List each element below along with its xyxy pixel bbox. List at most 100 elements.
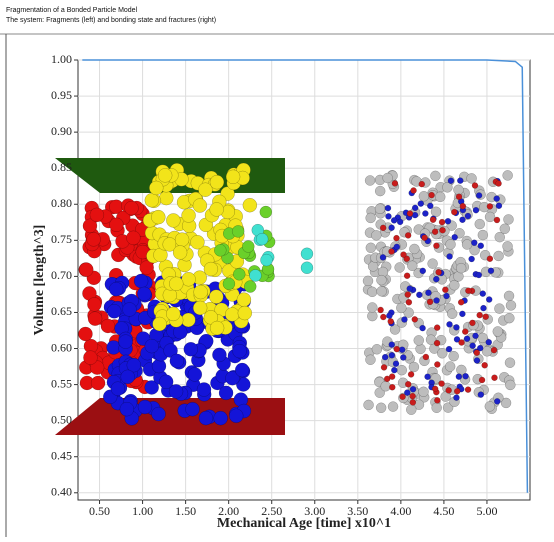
particle: [389, 342, 395, 348]
particle: [380, 314, 386, 320]
particle: [449, 351, 459, 361]
particle: [470, 343, 476, 349]
particle: [494, 398, 500, 404]
particle: [212, 348, 226, 362]
particle: [436, 269, 442, 275]
particle: [465, 387, 471, 393]
particle: [122, 302, 136, 316]
particle: [83, 351, 97, 365]
particle: [480, 291, 486, 297]
particle: [256, 233, 268, 245]
particle: [371, 230, 381, 240]
particle: [494, 196, 500, 202]
y-tick-label: 0.65: [51, 304, 72, 318]
particle: [491, 347, 497, 353]
particle: [440, 227, 446, 233]
particle: [391, 217, 397, 223]
particle: [422, 235, 428, 241]
particle: [235, 363, 249, 377]
particle: [472, 183, 478, 189]
particle: [107, 304, 121, 318]
particle: [394, 346, 400, 352]
chart-title: Fragmentation of a Bonded Particle Model: [6, 7, 138, 14]
particle: [405, 232, 411, 238]
particle: [504, 291, 514, 301]
x-axis-label: Mechanical Age [time] x10^1: [217, 516, 391, 531]
particle: [453, 395, 459, 401]
particle: [467, 173, 477, 183]
particle: [159, 191, 173, 205]
particle: [249, 270, 261, 282]
particle: [260, 254, 272, 266]
particle: [229, 409, 243, 423]
particle: [445, 218, 451, 224]
particle: [383, 173, 393, 183]
y-tick-label: 0.90: [51, 124, 72, 138]
particle: [431, 207, 441, 217]
particle: [447, 254, 453, 260]
particle: [418, 201, 424, 207]
particle: [419, 387, 429, 397]
particle: [465, 213, 471, 219]
particle: [456, 374, 462, 380]
particle: [397, 365, 407, 375]
window: Fragmentation of a Bonded Particle Model…: [0, 0, 554, 537]
particle: [169, 277, 183, 291]
particle: [474, 357, 480, 363]
particle: [124, 201, 138, 215]
particle: [385, 205, 391, 211]
particle: [223, 278, 235, 290]
particle: [394, 235, 400, 241]
particle: [460, 203, 466, 209]
particle: [404, 390, 410, 396]
particle: [480, 305, 486, 311]
particle: [434, 325, 440, 331]
particle: [301, 248, 313, 260]
particle: [404, 273, 410, 279]
particle: [414, 335, 424, 345]
particle: [260, 206, 272, 218]
particle: [439, 381, 445, 387]
particle: [242, 240, 254, 252]
x-tick-label: 2.00: [218, 504, 239, 518]
particle: [233, 268, 245, 280]
particle: [210, 321, 224, 335]
particle: [395, 262, 405, 272]
particle: [407, 210, 413, 216]
particle: [447, 309, 457, 319]
particle: [91, 376, 105, 390]
particle: [428, 259, 438, 269]
particle: [476, 272, 482, 278]
y-tick-label: 0.75: [51, 232, 72, 246]
particle: [185, 402, 199, 416]
particle: [444, 293, 450, 299]
particle: [504, 313, 514, 323]
x-tick-label: 2.50: [261, 504, 282, 518]
particle: [382, 354, 388, 360]
particle: [87, 232, 101, 246]
particle: [388, 402, 398, 412]
particle: [393, 361, 399, 367]
particle: [367, 302, 377, 312]
particle: [407, 286, 413, 292]
particle: [416, 344, 426, 354]
particle: [427, 299, 433, 305]
particle: [432, 229, 438, 235]
x-tick-label: 3.00: [304, 504, 325, 518]
particle: [410, 386, 416, 392]
particle: [437, 348, 447, 358]
particle: [397, 219, 403, 225]
particle: [420, 325, 426, 331]
particle: [433, 276, 439, 282]
particle: [375, 186, 385, 196]
y-tick-label: 0.50: [51, 412, 72, 426]
particle: [420, 268, 426, 274]
particle: [137, 287, 151, 301]
particle: [500, 224, 510, 234]
particle: [482, 362, 488, 368]
particle: [238, 306, 252, 320]
particle: [214, 244, 226, 256]
particle: [193, 301, 207, 315]
particle: [182, 272, 196, 286]
particle: [434, 340, 440, 346]
